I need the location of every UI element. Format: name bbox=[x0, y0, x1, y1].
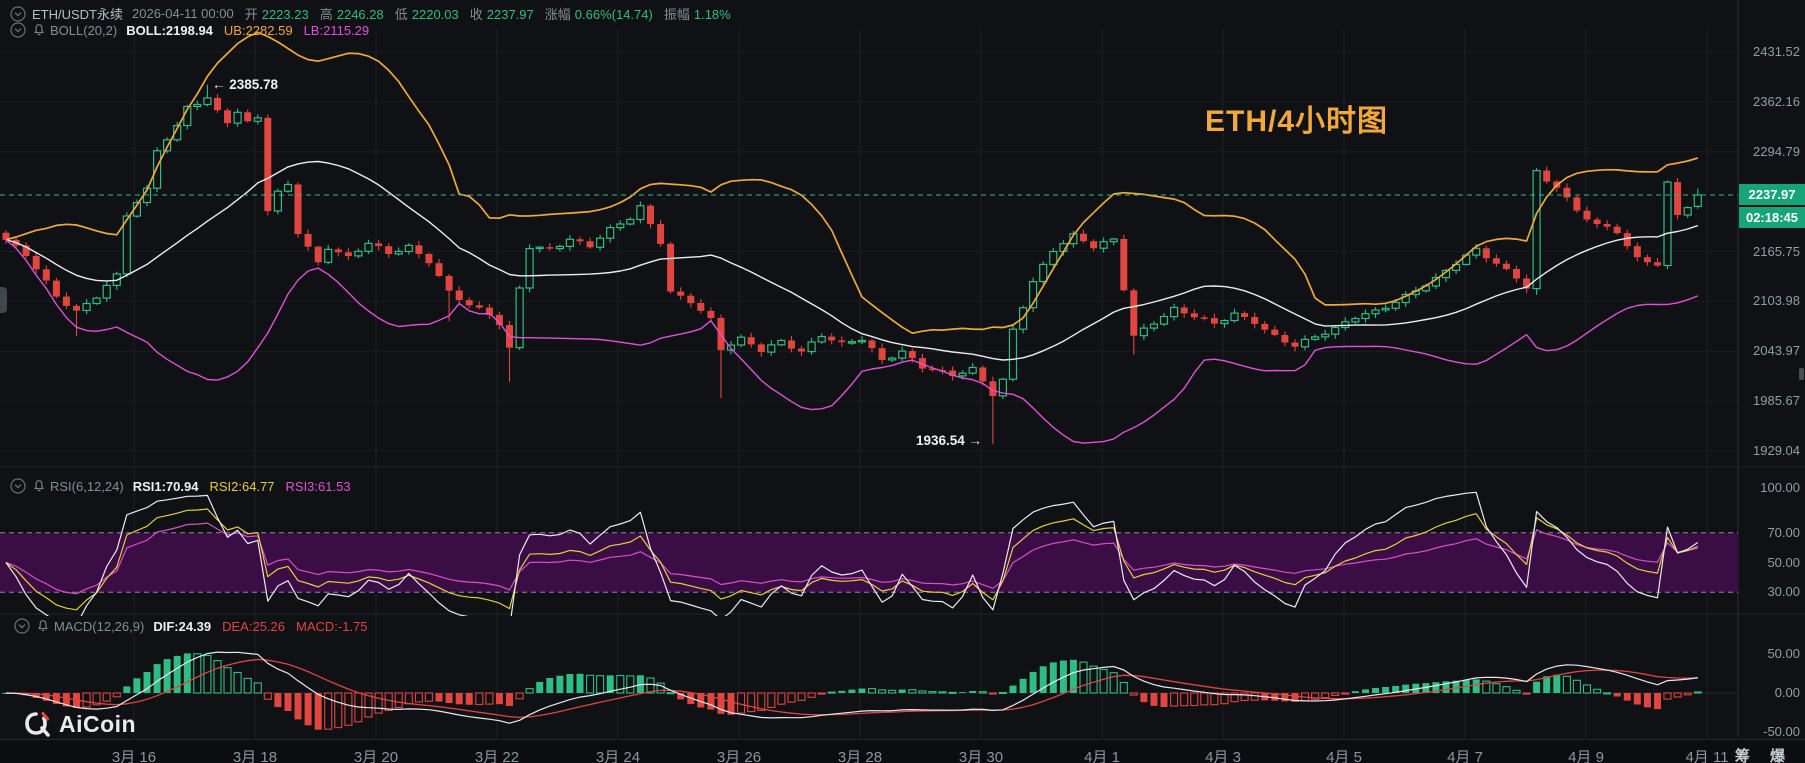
date-tick-label: 4月 9 bbox=[1568, 749, 1604, 763]
low-price-annotation: 1936.54 → bbox=[916, 433, 983, 448]
date-tick-label: 3月 30 bbox=[958, 749, 1004, 763]
aicoin-logo: AiCoin bbox=[22, 710, 136, 738]
macd-bell-icon[interactable] bbox=[36, 619, 50, 633]
rsi-name: RSI(6,12,24) bbox=[50, 478, 124, 494]
boll-name: BOLL(20,2) bbox=[50, 22, 118, 38]
rsi2-value: RSI2:64.77 bbox=[209, 478, 275, 494]
chart-title-annotation: ETH/4小时图 bbox=[1205, 105, 1389, 138]
high-price-annotation: ← 2385.78 bbox=[212, 77, 279, 92]
date-tick-label: 4月 3 bbox=[1205, 749, 1241, 763]
date-tick-label: 4月 5 bbox=[1326, 749, 1362, 763]
boll-ub-value: UB:2282.59 bbox=[223, 22, 293, 38]
pane-resize-handle[interactable] bbox=[0, 287, 7, 313]
ohlc-open: 开 2223.23 bbox=[244, 7, 309, 22]
date-tick-label: 3月 16 bbox=[111, 749, 157, 763]
symbol-label: ETH/USDT永续 bbox=[32, 7, 124, 22]
candle-datetime: 2026-04-11 00:00 bbox=[132, 6, 234, 21]
date-tick-label: 4月 11 bbox=[1685, 749, 1729, 763]
time-axis[interactable]: 3月 16 3月 18 3月 20 3月 22 3月 24 3月 26 3月 28 3月 30… bbox=[0, 739, 1805, 763]
date-tick-label: 3月 22 bbox=[474, 749, 520, 763]
macd-header: MACD(12,26,9) DIF:24.39 DEA:25.26 MACD:-… bbox=[14, 618, 368, 634]
date-tick-label: 3月 24 bbox=[595, 749, 641, 763]
last-price-badge: 2237.97 bbox=[1739, 183, 1805, 205]
macd-name: MACD(12,26,9) bbox=[54, 618, 145, 634]
boll-header: BOLL(20,2) BOLL:2198.94 UB:2282.59 LB:21… bbox=[10, 22, 369, 38]
boll-mid-value: BOLL:2198.94 bbox=[126, 22, 213, 38]
rsi3-value: RSI3:61.53 bbox=[285, 478, 351, 494]
boll-lb-value: LB:2115.29 bbox=[303, 22, 370, 38]
change-percent: 涨幅 0.66%(14.74) bbox=[544, 7, 653, 22]
macd-dea-value: DEA:25.26 bbox=[222, 618, 285, 634]
date-tick-label: 4月 1 bbox=[1084, 749, 1120, 763]
date-tick-label: 3月 18 bbox=[232, 749, 278, 763]
scroll-handle[interactable] bbox=[1799, 368, 1804, 380]
ohlc-high: 高 2246.28 bbox=[319, 7, 384, 22]
collapse-rsi-icon[interactable] bbox=[10, 478, 26, 494]
date-tick-label: 3月 28 bbox=[837, 749, 883, 763]
ohlc-close: 收 2237.97 bbox=[469, 7, 534, 22]
collapse-boll-icon[interactable] bbox=[10, 22, 26, 38]
alert-bell-icon[interactable] bbox=[32, 23, 46, 37]
rsi1-value: RSI1:70.94 bbox=[132, 478, 199, 494]
chip-liquidation-toggle[interactable]: 筹 爆 bbox=[1734, 748, 1793, 763]
aicoin-logo-icon bbox=[25, 711, 50, 737]
date-tick-label: 3月 20 bbox=[353, 749, 399, 763]
amplitude-percent: 振幅 1.18% bbox=[663, 7, 731, 22]
candle-countdown-badge: 02:18:45 bbox=[1739, 206, 1805, 228]
ohlc-header: ETH/USDT永续 2026-04-11 00:00 开 2223.23 高 22… bbox=[10, 4, 731, 23]
date-tick-label: 4月 7 bbox=[1447, 749, 1483, 763]
macd-macd-value: MACD:-1.75 bbox=[296, 618, 368, 634]
collapse-macd-icon[interactable] bbox=[14, 618, 30, 634]
ohlc-low: 低 2220.03 bbox=[394, 7, 459, 22]
date-tick-label: 3月 26 bbox=[716, 749, 762, 763]
macd-dif-value: DIF:24.39 bbox=[153, 618, 212, 634]
aicoin-logo-text: AiCoin bbox=[59, 710, 137, 737]
rsi-bell-icon[interactable] bbox=[32, 479, 46, 493]
rsi-header: RSI(6,12,24) RSI1:70.94 RSI2:64.77 RSI3:… bbox=[10, 478, 351, 494]
collapse-main-chart-icon[interactable] bbox=[10, 5, 26, 22]
